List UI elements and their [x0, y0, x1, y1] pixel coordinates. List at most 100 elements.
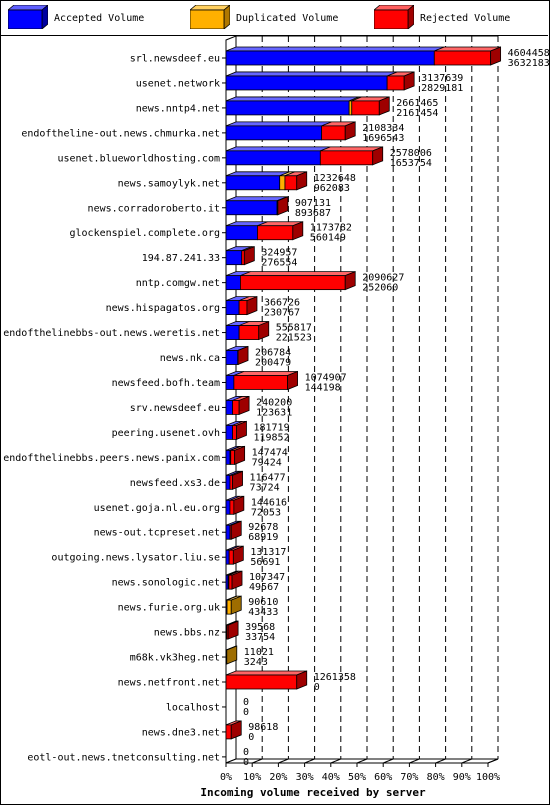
server-label: news.corradoroberto.it: [88, 203, 220, 214]
value-label-total: 98618: [248, 722, 278, 733]
x-tick-label: 10%: [243, 772, 261, 783]
value-label-total: 4604458: [508, 48, 550, 59]
bar-duplicated: [279, 175, 286, 191]
bar-rejected: [225, 674, 298, 690]
value-label-accepted: 3632183: [508, 58, 550, 69]
bar-accepted-top: [225, 146, 331, 152]
x-tick-label: 100%: [476, 772, 500, 783]
server-label: endoftheline-out.news.chmurka.net: [21, 128, 220, 139]
server-label: news.nntp4.net: [136, 103, 220, 114]
bar-group: [225, 296, 258, 316]
bar-accepted: [225, 250, 243, 266]
bar-rejected: [229, 499, 235, 515]
bar-group: [225, 171, 308, 191]
value-label-total: 0: [243, 747, 249, 758]
bar-group: [225, 246, 255, 266]
value-label-accepted: 1696543: [362, 133, 404, 144]
value-label-accepted: 119852: [253, 432, 289, 443]
legend-swatch-duplicated: [190, 5, 230, 29]
bar-rejected: [232, 400, 240, 415]
bar-group: [225, 595, 242, 615]
server-label: usenet.goja.nl.eu.org: [94, 503, 220, 514]
bar-accepted: [225, 549, 230, 565]
value-label-accepted: 1653754: [390, 158, 432, 169]
value-label-accepted: 0: [243, 707, 249, 718]
bar-side: [344, 121, 356, 141]
legend-swatch-rejected: [374, 5, 414, 29]
gridline-floor: [304, 758, 315, 764]
bar-group: [225, 96, 390, 116]
gridline-floor: [252, 758, 263, 764]
server-label: srv.newsdeef.eu: [130, 403, 220, 414]
bar-accepted-top: [225, 121, 332, 127]
bar-group: [225, 645, 238, 665]
value-label-total: 206784: [255, 348, 291, 359]
bar-group: [225, 320, 270, 341]
bar-accepted-top: [225, 96, 360, 102]
bar-rejected: [386, 75, 405, 91]
server-label: news.dne3.net: [142, 727, 220, 738]
value-label-accepted: 3243: [244, 657, 268, 668]
bar-group: [225, 470, 243, 490]
value-label-accepted: 49567: [249, 582, 279, 593]
value-label-total: 2661465: [396, 98, 438, 109]
bar-group: [225, 196, 289, 216]
bar-group: [225, 71, 415, 91]
bar-group: [225, 221, 304, 241]
gridline-floor: [383, 758, 394, 764]
bar-rejected: [257, 225, 294, 241]
bar-accepted: [225, 449, 231, 465]
bar-group: [225, 495, 245, 515]
bar-side: [296, 670, 308, 690]
value-label-total: 2090627: [362, 273, 404, 284]
value-label-total: 3137639: [421, 73, 463, 84]
bar-rejected-top: [240, 271, 356, 277]
value-label-accepted: 72053: [251, 507, 281, 518]
value-label-accepted: 893687: [295, 208, 331, 219]
x-tick-label: 70%: [400, 772, 418, 783]
gridline-floor: [409, 758, 420, 764]
bar-accepted: [225, 375, 235, 390]
bar-rejected: [321, 125, 346, 141]
bar-accepted: [225, 350, 239, 365]
value-label-total: 1261358: [314, 672, 356, 683]
bar-rejected: [238, 325, 260, 340]
bar-group: [225, 370, 298, 391]
x-tick-label: 80%: [427, 772, 445, 783]
bar-side: [231, 570, 243, 590]
server-label: endofthelinebbs-out.news.weretis.net: [3, 328, 220, 339]
bar-side: [227, 620, 239, 640]
bar-group: [225, 395, 250, 416]
value-label-accepted: 2829181: [421, 83, 463, 94]
bar-accepted: [225, 225, 258, 241]
bar-rejected: [351, 100, 380, 116]
value-label-total: 907131: [295, 198, 331, 209]
bar-rejected: [238, 300, 248, 316]
server-label: glockenspiel.complete.org: [69, 228, 220, 239]
server-label: news.sonologic.net: [112, 578, 220, 589]
server-label: usenet.network: [136, 78, 220, 89]
server-label: endofthelinebbs.peers.news.panix.com: [3, 453, 220, 464]
value-label-accepted: 144198: [305, 382, 341, 393]
bar-rejected: [228, 549, 234, 565]
value-label-accepted: 0: [243, 757, 249, 768]
x-tick-label: 40%: [322, 772, 340, 783]
bar-accepted: [225, 524, 231, 540]
gridline-floor: [461, 758, 472, 764]
gridline-floor: [330, 758, 341, 764]
value-label-accepted: 0: [314, 682, 320, 693]
bar-group: [225, 345, 249, 366]
server-label: nntp.comgw.net: [136, 278, 220, 289]
bar-side: [238, 395, 250, 416]
server-label: outgoing.news.lysator.liu.se: [51, 553, 220, 564]
value-label-accepted: 200479: [255, 358, 291, 369]
bar-rejected: [284, 175, 298, 191]
value-label-total: 366726: [264, 298, 300, 309]
value-label-accepted: 79424: [252, 457, 282, 468]
bar-group: [225, 570, 243, 590]
bar-duplicated: [226, 599, 232, 615]
value-label-total: 90610: [248, 597, 278, 608]
bar-group: [225, 520, 242, 540]
value-label-total: 0: [243, 697, 249, 708]
bar-accepted: [225, 150, 321, 166]
